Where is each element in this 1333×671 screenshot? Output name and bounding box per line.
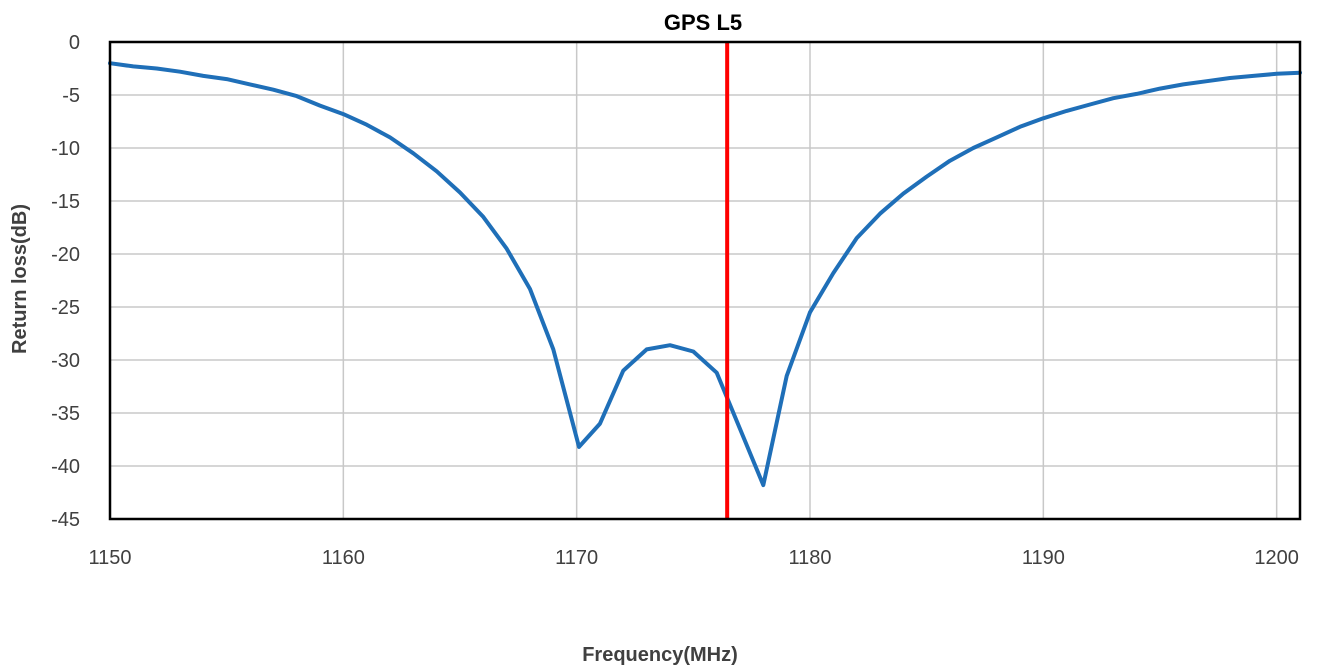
x-tick-label: 1170	[555, 547, 598, 569]
x-tick-label: 1190	[1022, 547, 1065, 569]
y-tick-labels: 0 -5 -10 -15 -20 -25 -30 -35 -40 -45	[51, 32, 80, 531]
chart-title: GPS L5	[664, 10, 742, 35]
plot-frame	[108, 40, 1302, 521]
y-tick-label: -25	[51, 297, 80, 319]
x-tick-label: 1160	[322, 547, 365, 569]
x-tick-label: 1200	[1254, 547, 1299, 569]
x-axis-label: Frequency(MHz)	[582, 644, 738, 666]
y-tick-label: -5	[62, 85, 80, 107]
grid	[109, 41, 1300, 520]
y-axis-label: Return loss(dB)	[9, 204, 31, 354]
x-tick-labels: 1150 1160 1170 1180 1190 1200	[88, 547, 1298, 569]
y-tick-label: -35	[51, 403, 80, 425]
series-line	[108, 61, 1302, 488]
y-tick-label: 0	[69, 32, 80, 54]
y-tick-label: -20	[51, 244, 80, 266]
y-tick-label: -40	[51, 456, 80, 478]
x-tick-label: 1150	[88, 547, 131, 569]
y-tick-label: -45	[51, 509, 80, 531]
y-tick-label: -30	[51, 350, 80, 372]
y-tick-label: -10	[51, 138, 80, 160]
x-tick-label: 1180	[788, 547, 831, 569]
y-tick-label: -15	[51, 191, 80, 213]
